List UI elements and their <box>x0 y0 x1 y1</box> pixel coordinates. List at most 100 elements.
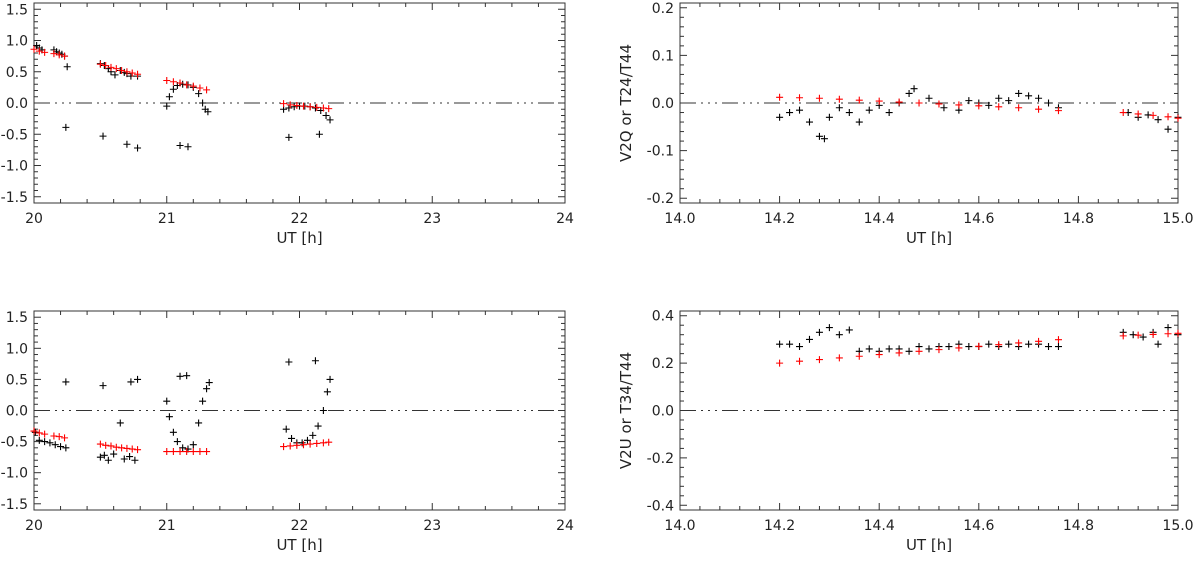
x-tick-label: 20 <box>25 211 43 227</box>
data-point-model <box>299 441 307 449</box>
data-point-observed <box>910 85 918 93</box>
series-observed <box>776 324 1182 355</box>
data-point-observed <box>126 453 134 461</box>
data-point-observed <box>99 382 107 390</box>
data-point-model <box>1134 110 1142 118</box>
data-point-observed <box>905 347 913 355</box>
data-point-model <box>41 430 49 438</box>
series-model <box>776 93 1182 122</box>
data-point-model <box>30 427 38 435</box>
series-model <box>776 329 1182 367</box>
data-point-observed <box>51 441 59 449</box>
data-point-model <box>955 344 963 352</box>
data-point-observed <box>309 431 317 439</box>
data-point-model <box>299 102 307 110</box>
data-point-model <box>128 445 136 453</box>
data-point-observed <box>282 425 290 433</box>
data-point-observed <box>845 109 853 117</box>
data-point-observed <box>865 106 873 114</box>
y-tick-label: 0.4 <box>652 309 674 325</box>
data-point-observed <box>825 113 833 121</box>
x-tick-label: 14.0 <box>664 518 695 534</box>
x-tick-label: 14.0 <box>664 211 695 227</box>
y-tick-label: -1.0 <box>1 466 28 482</box>
data-point-observed <box>965 343 973 351</box>
x-tick-label: 23 <box>423 518 441 534</box>
data-point-model <box>163 448 171 456</box>
data-point-observed <box>1045 99 1053 107</box>
data-point-model <box>1149 330 1157 338</box>
data-point-observed <box>31 428 39 436</box>
series-model <box>30 427 333 456</box>
data-point-observed <box>111 71 119 79</box>
data-point-observed <box>176 372 184 380</box>
y-tick-label: 0.0 <box>6 96 28 112</box>
data-point-model <box>112 443 120 451</box>
data-point-model <box>50 432 58 440</box>
data-point-observed <box>46 439 54 447</box>
data-point-observed <box>925 94 933 102</box>
data-point-model <box>35 429 43 437</box>
data-point-model <box>189 448 197 456</box>
data-point-model <box>776 93 784 101</box>
x-tick-label: 14.4 <box>864 518 895 534</box>
data-point-observed <box>127 72 135 80</box>
data-point-model <box>41 48 49 56</box>
x-tick-label: 21 <box>158 211 176 227</box>
data-point-observed <box>776 340 784 348</box>
data-point-model <box>61 434 69 442</box>
data-point-observed <box>123 140 131 148</box>
data-point-model <box>835 354 843 362</box>
data-point-observed <box>41 438 49 446</box>
data-point-observed <box>945 343 953 351</box>
data-point-observed <box>1025 340 1033 348</box>
data-point-model <box>123 444 131 452</box>
data-point-model <box>325 438 333 446</box>
x-tick-label: 21 <box>158 518 176 534</box>
data-point-observed <box>169 85 177 93</box>
data-point-model <box>123 68 131 76</box>
data-point-model <box>35 47 43 55</box>
data-point-model <box>176 79 184 87</box>
data-point-observed <box>985 101 993 109</box>
data-point-observed <box>165 413 173 421</box>
data-point-model <box>1119 109 1127 117</box>
y-tick-label: 0.5 <box>6 65 28 81</box>
data-point-observed <box>176 142 184 149</box>
data-point-observed <box>965 97 973 105</box>
data-point-model <box>855 352 863 360</box>
y-tick-label: 0.0 <box>6 404 28 420</box>
data-point-observed <box>179 444 187 452</box>
data-point-model <box>955 101 963 109</box>
data-point-model <box>169 448 177 456</box>
data-point-observed <box>62 378 70 386</box>
data-point-model <box>1174 114 1182 122</box>
data-point-observed <box>985 340 993 348</box>
data-point-observed <box>796 106 804 114</box>
data-point-model <box>293 102 301 109</box>
data-point-model <box>319 439 327 447</box>
data-point-observed <box>1164 125 1172 133</box>
data-point-model <box>134 446 142 454</box>
data-point-model <box>935 100 943 108</box>
data-point-model <box>55 51 63 59</box>
data-point-observed <box>815 132 823 140</box>
y-tick-label: 0.0 <box>652 404 674 420</box>
data-point-observed <box>1164 324 1172 332</box>
data-point-observed <box>203 385 211 393</box>
data-point-observed <box>905 89 913 97</box>
data-point-model <box>280 443 288 451</box>
data-point-observed <box>62 444 70 452</box>
data-point-model <box>50 50 58 58</box>
data-point-observed <box>1005 97 1013 105</box>
data-point-observed <box>1154 116 1162 124</box>
data-point-model <box>183 448 191 456</box>
data-point-model <box>875 97 883 105</box>
data-point-observed <box>805 335 813 343</box>
y-tick-label: 1.5 <box>6 2 28 18</box>
data-point-model <box>835 95 843 103</box>
data-point-model <box>134 70 142 78</box>
data-point-observed <box>855 118 863 126</box>
data-point-model <box>313 439 321 447</box>
